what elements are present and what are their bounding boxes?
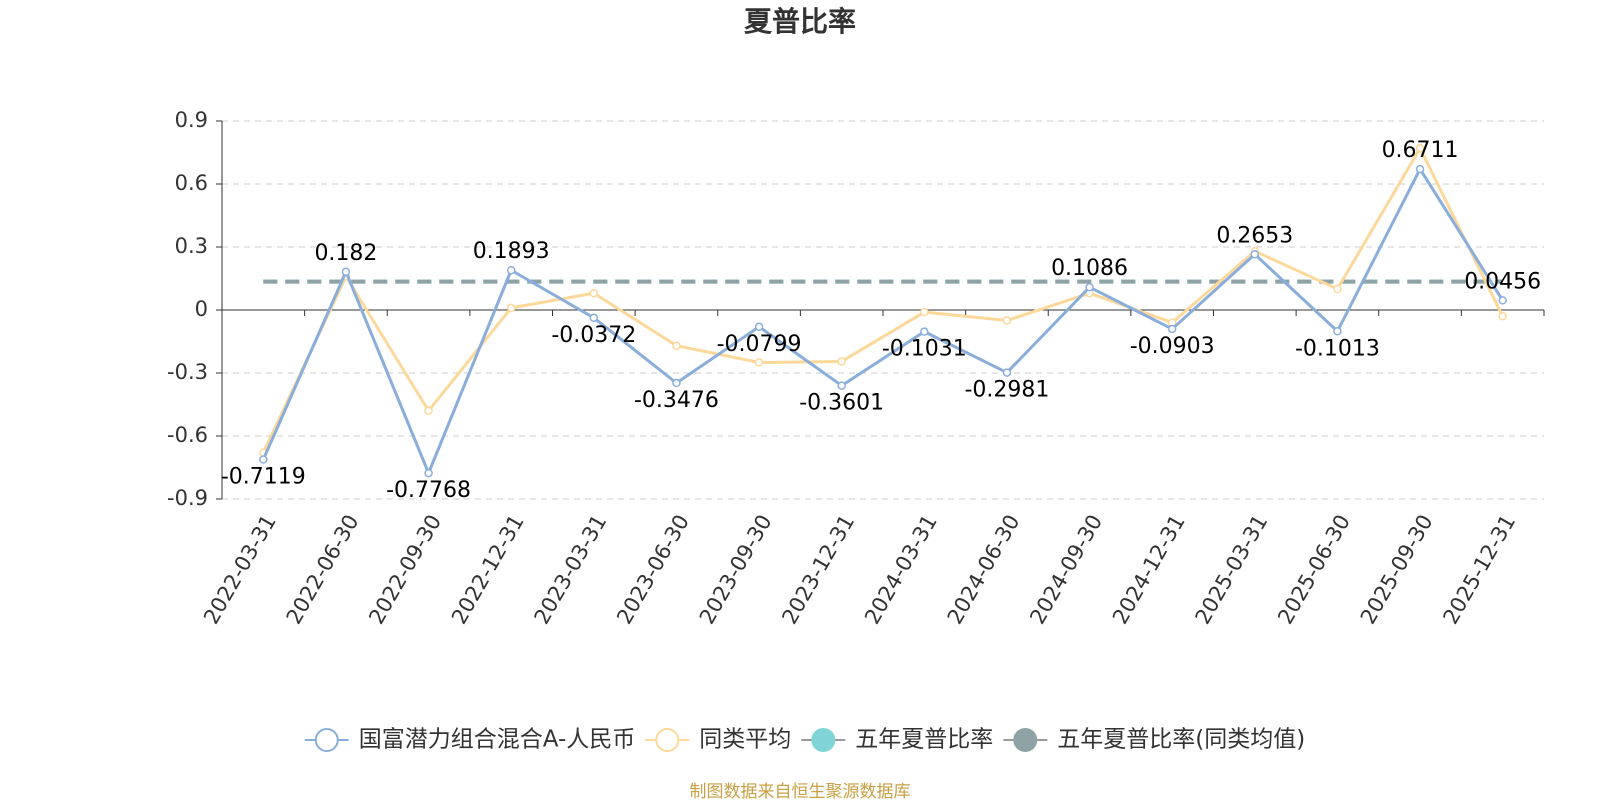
- x-tick-label: 2022-09-30: [364, 511, 446, 629]
- point: [1002, 316, 1012, 325]
- point: [754, 322, 764, 332]
- x-tick-label: 2023-03-31: [530, 511, 612, 629]
- point: [259, 455, 268, 464]
- legend-item[interactable]: 五年夏普比率: [801, 727, 993, 753]
- point: [837, 381, 846, 390]
- point: [1250, 250, 1260, 259]
- legend-item[interactable]: 同类平均: [645, 727, 791, 753]
- point: [920, 307, 929, 317]
- y-tick-label: 0: [195, 297, 208, 321]
- data-label: 0.182: [314, 241, 377, 266]
- x-tick-label: 2024-03-31: [860, 511, 942, 629]
- data-label: 0.1086: [1051, 256, 1128, 281]
- x-tick-label: 2025-03-31: [1191, 511, 1273, 629]
- chart-title: 夏普比率: [744, 5, 856, 38]
- x-tick-label: 2024-12-31: [1108, 511, 1190, 629]
- y-tick-label: -0.6: [167, 423, 208, 447]
- point: [672, 378, 681, 388]
- point: [506, 303, 516, 313]
- y-tick-label: -0.9: [167, 486, 208, 510]
- legend-symbol: [314, 728, 339, 752]
- data-label: -0.0799: [717, 332, 802, 357]
- point: [424, 406, 433, 416]
- point: [341, 267, 351, 277]
- point: [424, 468, 433, 478]
- legend-label: 五年夏普比率(同类均值): [1057, 727, 1305, 753]
- data-label: -0.1031: [882, 337, 967, 362]
- data-label: -0.3601: [799, 391, 884, 416]
- point: [1333, 327, 1342, 336]
- x-tick-label: 2022-06-30: [282, 511, 364, 629]
- x-tick-label: 2022-12-31: [447, 511, 529, 629]
- data-label: 0.1893: [473, 239, 550, 264]
- series-line: [261, 166, 1504, 478]
- x-tick-label: 2022-03-31: [199, 511, 281, 629]
- point: [920, 327, 929, 336]
- point: [837, 357, 846, 366]
- point: [1498, 312, 1507, 321]
- legend-label: 五年夏普比率: [855, 727, 993, 753]
- point: [589, 288, 599, 298]
- data-label: -0.1013: [1295, 336, 1380, 361]
- data-label: 0.6711: [1382, 138, 1459, 163]
- point: [1167, 324, 1177, 334]
- legend-symbol: [1013, 728, 1038, 752]
- x-tick-label: 2025-06-30: [1273, 511, 1355, 629]
- data-label: -0.7119: [221, 464, 306, 489]
- x-tick-label: 2023-12-31: [777, 511, 859, 629]
- data-label: -0.2981: [964, 378, 1049, 403]
- legend-label: 国富潜力组合混合A-人民币: [359, 727, 636, 753]
- legend-item[interactable]: 五年夏普比率(同类均值): [1003, 727, 1305, 753]
- legend-item[interactable]: 国富潜力组合混合A-人民币: [304, 727, 636, 753]
- y-tick-label: -0.3: [167, 360, 208, 384]
- point: [1333, 284, 1342, 294]
- point: [1415, 144, 1425, 153]
- point: [1002, 368, 1012, 377]
- x-tick-label: 2024-09-30: [1025, 511, 1107, 629]
- point: [506, 265, 516, 275]
- point: [1498, 296, 1507, 305]
- point: [589, 313, 599, 323]
- point: [672, 341, 681, 350]
- x-tick-label: 2025-09-30: [1356, 511, 1438, 629]
- y-tick-label: 0.3: [175, 234, 208, 258]
- y-tick-label: 0.6: [175, 171, 208, 195]
- x-tick-label: 2023-09-30: [695, 511, 777, 629]
- legend-symbol: [811, 728, 836, 752]
- y-tick-label: 0.9: [175, 108, 208, 132]
- point: [754, 358, 764, 367]
- legend-label: 同类平均: [699, 727, 791, 753]
- legend-symbol: [655, 728, 680, 752]
- series-line: [261, 145, 1505, 454]
- x-tick-label: 2024-06-30: [943, 511, 1025, 629]
- data-label: -0.3476: [634, 388, 719, 413]
- data-label: -0.7768: [386, 478, 471, 503]
- point: [1415, 164, 1425, 174]
- data-label: -0.0903: [1130, 334, 1215, 359]
- x-tick-label: 2023-06-30: [612, 511, 694, 629]
- data-label: 0.2653: [1216, 223, 1293, 248]
- point: [1085, 282, 1094, 292]
- data-label: -0.0372: [551, 323, 636, 348]
- data-label: 0.0456: [1464, 269, 1541, 294]
- x-tick-label: 2025-12-31: [1438, 511, 1520, 629]
- footer: 制图数据来自恒生聚源数据库: [690, 782, 911, 800]
